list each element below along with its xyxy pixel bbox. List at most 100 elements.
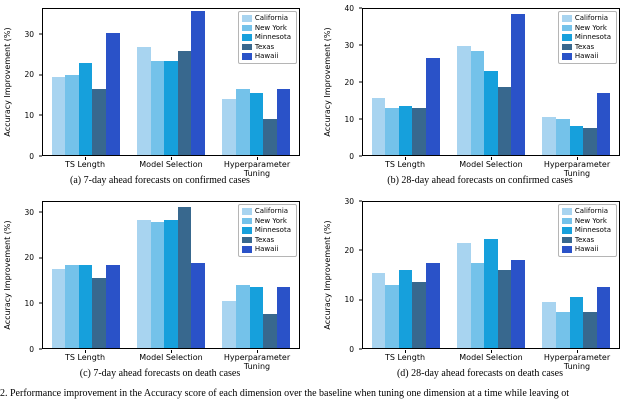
legend-swatch bbox=[561, 34, 572, 41]
y-tick-mark bbox=[359, 299, 362, 301]
legend-item: New York bbox=[561, 23, 611, 33]
bar-minnesota bbox=[249, 93, 264, 155]
legend-item: Minnesota bbox=[561, 33, 611, 42]
legend-swatch bbox=[241, 227, 252, 234]
legend-item: New York bbox=[241, 23, 291, 33]
x-axis-labels: TS Length Model Selection Hyperparameter T… bbox=[362, 350, 620, 372]
legend-swatch bbox=[561, 43, 572, 50]
legend-swatch bbox=[561, 217, 572, 224]
x-tick-label: Model Selection bbox=[128, 350, 214, 372]
y-tick-mark bbox=[39, 74, 42, 76]
y-tick-mark bbox=[359, 348, 362, 350]
legend-label: New York bbox=[574, 23, 607, 32]
legend: California New York Minnesota Texas Hawaii bbox=[237, 11, 297, 64]
bar-california bbox=[222, 300, 236, 348]
legend-item: Texas bbox=[561, 43, 611, 52]
y-tick-label: 30 bbox=[344, 196, 354, 206]
bar-california bbox=[371, 98, 386, 155]
legend-item: Hawaii bbox=[561, 245, 611, 254]
bar-california bbox=[456, 243, 471, 348]
legend-label: Minnesota bbox=[574, 33, 611, 41]
subplot-a: Accuracy Improvement (%) 0 10 20 30 Califor… bbox=[0, 0, 320, 193]
subplot-caption: (d) 28-day ahead forecasts on death case… bbox=[396, 368, 564, 379]
y-tick-label: 40 bbox=[344, 3, 354, 13]
bar-new-york bbox=[150, 222, 165, 348]
bar-california bbox=[371, 272, 386, 348]
plot-area: California New York Minnesota Texas Hawaii bbox=[42, 201, 300, 349]
x-tick-label: Model Selection bbox=[448, 157, 534, 179]
legend-swatch bbox=[561, 53, 572, 60]
legend-label: New York bbox=[254, 23, 287, 32]
y-tick-mark bbox=[39, 302, 42, 304]
y-tick-mark bbox=[39, 114, 42, 116]
bar-new-york bbox=[235, 285, 250, 348]
legend: California New York Minnesota Texas Hawaii bbox=[557, 204, 617, 257]
legend-item: Minnesota bbox=[241, 226, 291, 235]
y-axis-ticks: 0 10 20 30 40 bbox=[334, 4, 362, 159]
legend-swatch bbox=[241, 217, 252, 224]
figure-main-caption: 2. Performance improvement in the Accura… bbox=[0, 388, 569, 399]
y-axis-label: Accuracy Improvement (%) bbox=[323, 27, 332, 137]
x-tick-label: Hyperparameter Tuning bbox=[214, 350, 300, 372]
legend-label: California bbox=[254, 207, 289, 215]
bar-california bbox=[222, 99, 236, 155]
bar-texas bbox=[92, 278, 107, 348]
subplot-caption: (a) 7-day ahead forecasts on confirmed c… bbox=[70, 175, 250, 186]
y-axis-ticks: 0 10 20 30 bbox=[14, 8, 42, 159]
y-tick-label: 10 bbox=[344, 114, 354, 124]
legend-label: Hawaii bbox=[574, 245, 599, 253]
legend-swatch bbox=[241, 43, 252, 50]
bar-texas bbox=[497, 270, 512, 348]
y-tick-label: 0 bbox=[29, 151, 34, 161]
legend-label: Texas bbox=[574, 235, 595, 244]
legend-swatch bbox=[241, 208, 252, 215]
bar-texas bbox=[92, 89, 107, 155]
y-tick-mark bbox=[359, 249, 362, 251]
x-axis-labels: TS Length Model Selection Hyperparameter T… bbox=[42, 157, 300, 179]
y-tick-label: 30 bbox=[24, 207, 34, 217]
bar-california bbox=[542, 116, 556, 155]
legend-label: Minnesota bbox=[254, 226, 291, 234]
bar-hawaii bbox=[276, 89, 291, 155]
x-tick-label: Model Selection bbox=[128, 157, 214, 179]
bar-california bbox=[136, 219, 151, 348]
legend-item: California bbox=[561, 14, 611, 23]
bar-california bbox=[542, 301, 556, 348]
bar-hawaii bbox=[511, 14, 526, 155]
legend-swatch bbox=[561, 24, 572, 31]
legend-item: New York bbox=[241, 217, 291, 226]
subplot-b: Accuracy Improvement (%) 0 10 20 30 40 Calif… bbox=[320, 0, 640, 193]
bar-minnesota bbox=[398, 105, 413, 155]
y-tick-label: 20 bbox=[344, 77, 354, 87]
subplot-d: Accuracy Improvement (%) 0 10 20 30 Califor… bbox=[320, 193, 640, 386]
plot-area: California New York Minnesota Texas Hawaii bbox=[42, 8, 300, 156]
y-tick-mark bbox=[39, 348, 42, 350]
legend-swatch bbox=[241, 15, 252, 22]
legend-label: Minnesota bbox=[574, 226, 611, 234]
subplot-caption: (b) 28-day ahead forecasts on confirmed … bbox=[387, 175, 573, 186]
bar-minnesota bbox=[484, 238, 498, 348]
y-tick-label: 0 bbox=[349, 151, 354, 161]
bar-groups bbox=[43, 202, 299, 348]
legend-item: California bbox=[561, 207, 611, 216]
bar-group-model-selection bbox=[128, 9, 213, 155]
bar-hawaii bbox=[426, 58, 440, 155]
y-tick-mark bbox=[39, 211, 42, 213]
y-tick-label: 30 bbox=[24, 29, 34, 39]
legend-label: California bbox=[574, 14, 609, 22]
y-axis-ticks: 0 10 20 30 bbox=[14, 201, 42, 352]
bar-group-hyperparameter-tuning bbox=[534, 202, 619, 348]
y-tick-label: 30 bbox=[344, 40, 354, 50]
x-tick-label: Hyperparameter Tuning bbox=[214, 157, 300, 179]
plot-area: California New York Minnesota Texas Hawaii bbox=[362, 8, 620, 156]
bar-group-ts-length bbox=[363, 9, 448, 155]
plot-area: California New York Minnesota Texas Hawaii bbox=[362, 201, 620, 349]
x-tick-label: TS Length bbox=[362, 157, 448, 179]
legend-item: California bbox=[241, 207, 291, 216]
y-tick-mark bbox=[359, 155, 362, 157]
bar-texas bbox=[412, 107, 427, 155]
bar-new-york bbox=[235, 89, 250, 155]
y-tick-mark bbox=[359, 200, 362, 202]
x-axis-labels: TS Length Model Selection Hyperparameter T… bbox=[42, 350, 300, 372]
legend-label: California bbox=[574, 207, 609, 215]
